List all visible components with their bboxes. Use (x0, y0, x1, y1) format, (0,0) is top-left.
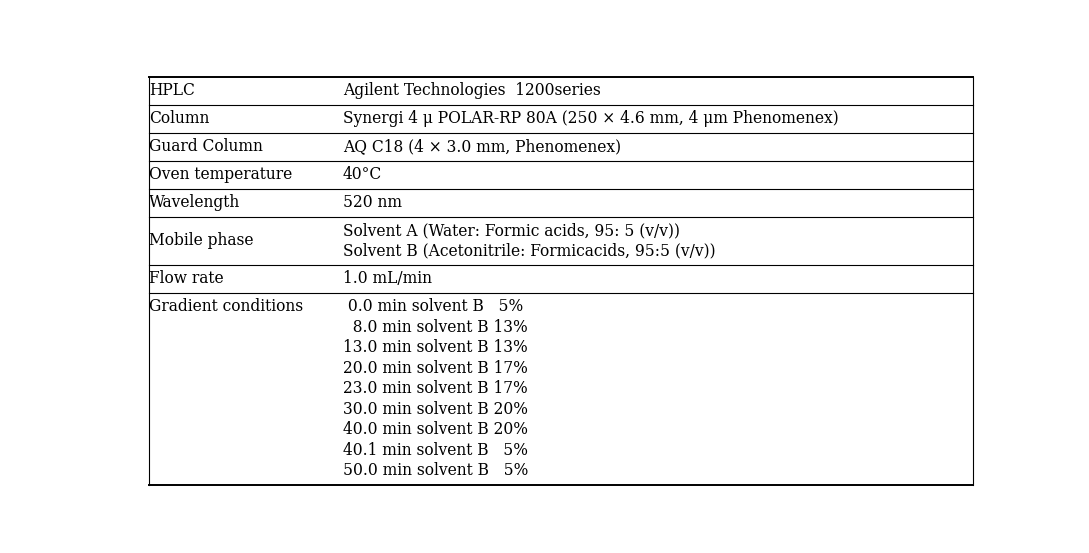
Text: 40.0 min solvent B 20%: 40.0 min solvent B 20% (343, 421, 528, 438)
Text: Wavelength: Wavelength (149, 194, 240, 211)
Text: Guard Column: Guard Column (149, 138, 262, 155)
Text: 23.0 min solvent B 17%: 23.0 min solvent B 17% (343, 380, 528, 397)
Text: 13.0 min solvent B 13%: 13.0 min solvent B 13% (343, 339, 528, 356)
Text: Flow rate: Flow rate (149, 270, 223, 288)
Text: Mobile phase: Mobile phase (149, 232, 254, 249)
Text: 30.0 min solvent B 20%: 30.0 min solvent B 20% (343, 400, 528, 418)
Text: 520 nm: 520 nm (343, 194, 402, 211)
Text: 0.0 min solvent B   5%: 0.0 min solvent B 5% (343, 298, 523, 315)
Text: 50.0 min solvent B   5%: 50.0 min solvent B 5% (343, 462, 528, 479)
Text: 40°C: 40°C (343, 166, 382, 183)
Text: Agilent Technologies  1200series: Agilent Technologies 1200series (343, 82, 601, 100)
Text: 20.0 min solvent B 17%: 20.0 min solvent B 17% (343, 359, 528, 377)
Text: Solvent A (Water: Formic acids, 95: 5 (v/v)): Solvent A (Water: Formic acids, 95: 5 (v… (343, 222, 680, 239)
Text: HPLC: HPLC (149, 82, 195, 100)
Text: Oven temperature: Oven temperature (149, 166, 292, 183)
Text: Synergi 4 μ POLAR-RP 80A (250 × 4.6 mm, 4 μm Phenomenex): Synergi 4 μ POLAR-RP 80A (250 × 4.6 mm, … (343, 111, 839, 127)
Text: AQ C18 (4 × 3.0 mm, Phenomenex): AQ C18 (4 × 3.0 mm, Phenomenex) (343, 138, 621, 155)
Text: Column: Column (149, 111, 209, 127)
Text: Solvent B (Acetonitrile: Formicacids, 95:5 (v/v)): Solvent B (Acetonitrile: Formicacids, 95… (343, 242, 715, 259)
Text: 1.0 mL/min: 1.0 mL/min (343, 270, 432, 288)
Text: Gradient conditions: Gradient conditions (149, 298, 303, 315)
Text: 40.1 min solvent B   5%: 40.1 min solvent B 5% (343, 442, 528, 458)
Text: 8.0 min solvent B 13%: 8.0 min solvent B 13% (343, 319, 528, 336)
